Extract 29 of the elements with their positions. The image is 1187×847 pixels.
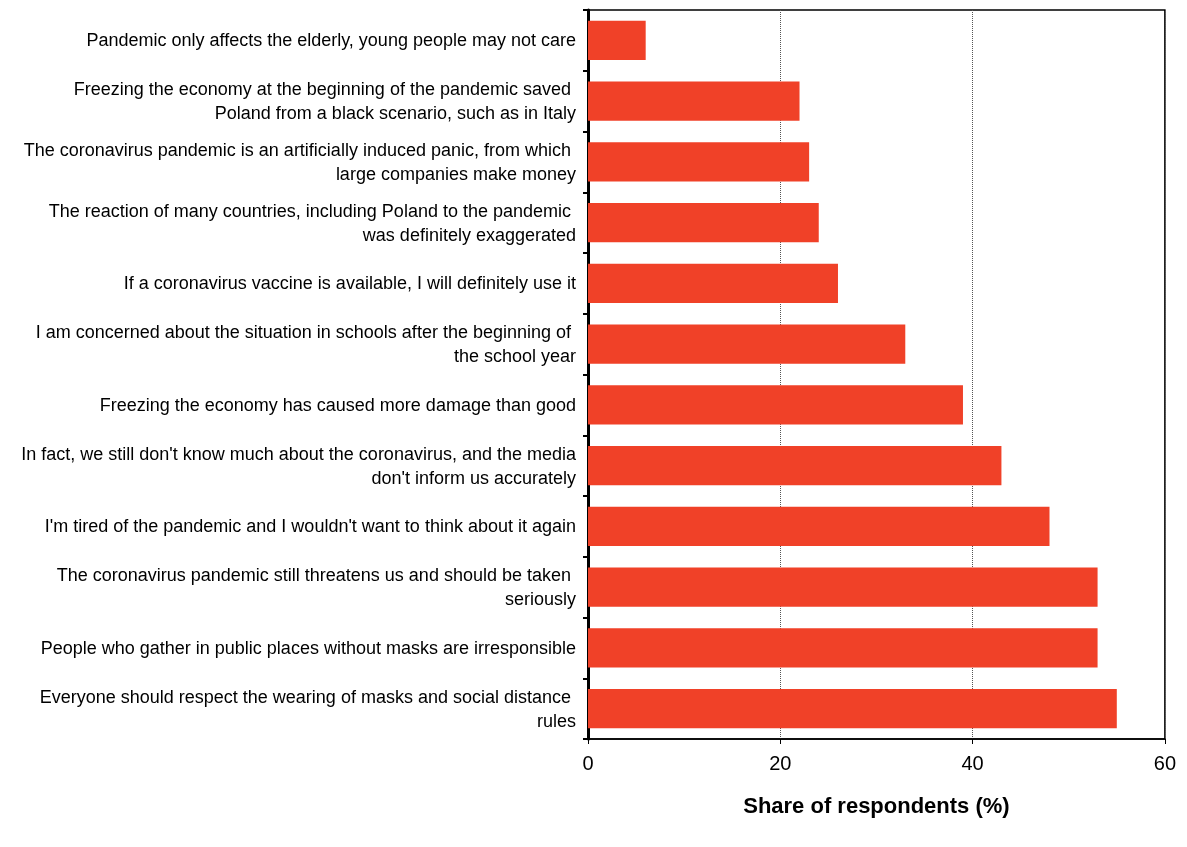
y-tick-label: The coronavirus pandemic still threatens us and should be taken seriously bbox=[56, 565, 576, 610]
y-tick-label: Pandemic only affects the elderly, young people may not care bbox=[86, 30, 576, 51]
y-tick-label: I am concerned about the situation in schools after the beginning of the school year bbox=[35, 322, 576, 367]
y-tick-label: In fact, we still don't know much about the coronavirus, and the media don't inform us accurately bbox=[21, 443, 577, 488]
bar bbox=[588, 385, 963, 425]
bar bbox=[588, 445, 1002, 486]
y-tick-label: Freezing the economy at the beginning of the pandemic saved Poland from a black scenario, such as in Italy bbox=[73, 79, 576, 124]
y-tick-label: Freezing the economy has caused more damage than good bbox=[99, 394, 576, 415]
bar bbox=[588, 20, 646, 61]
x-tick-label: 60 bbox=[1153, 752, 1176, 774]
y-tick-label: I'm tired of the pandemic and I wouldn't want to think about it again bbox=[44, 516, 576, 537]
x-tick-label: 40 bbox=[961, 752, 984, 774]
bar bbox=[588, 81, 800, 121]
bar bbox=[588, 628, 1098, 668]
bar bbox=[588, 506, 1050, 547]
y-tick-label: If a coronavirus vaccine is available, I will definitely use it bbox=[123, 273, 576, 294]
bar bbox=[588, 202, 819, 243]
x-tick-label: 20 bbox=[769, 752, 792, 774]
y-tick-label: The coronavirus pandemic is an artificially induced panic, from which large companies make money bbox=[23, 139, 576, 184]
y-tick-label: The reaction of many countries, including Poland to the pandemic was definitely exaggerated bbox=[48, 200, 576, 245]
bar bbox=[588, 142, 810, 182]
x-axis-title: Share of respondents (%) bbox=[743, 792, 1010, 818]
bar bbox=[588, 567, 1098, 607]
bar bbox=[588, 324, 906, 364]
bar bbox=[588, 688, 1117, 729]
bar bbox=[588, 263, 838, 304]
x-tick-label: 0 bbox=[582, 752, 594, 774]
y-tick-label: Everyone should respect the wearing of masks and social distance rules bbox=[39, 686, 576, 731]
y-tick-label: People who gather in public places without masks are irresponsible bbox=[40, 637, 576, 658]
